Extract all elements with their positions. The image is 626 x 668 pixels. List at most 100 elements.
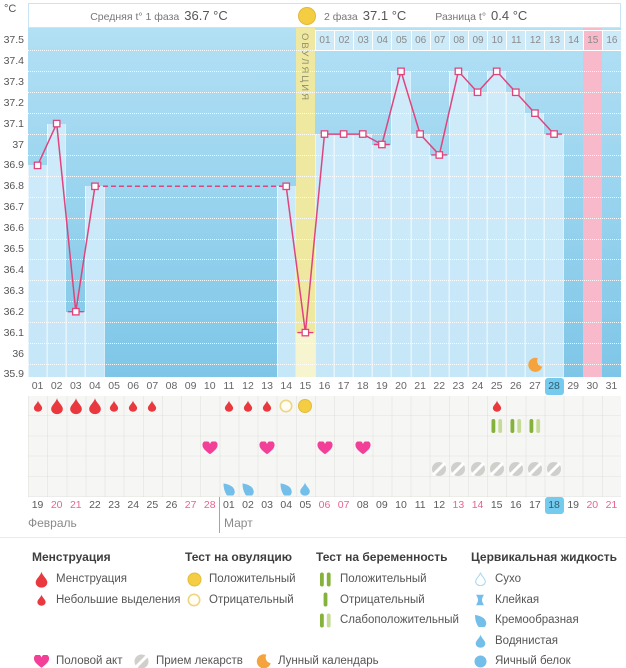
cycle-day-label[interactable]: 17 [337, 380, 350, 392]
cycle-day-label[interactable]: 26 [509, 380, 522, 392]
temperature-bar [391, 71, 411, 377]
cycle-day-label[interactable]: 25 [490, 380, 503, 392]
calendar-date[interactable]: 17 [529, 499, 541, 511]
legend-item: Слабоположительный [316, 612, 459, 628]
cycle-day-label[interactable]: 02 [50, 380, 63, 392]
y-axis-tick: 36.8 [3, 180, 24, 193]
cycle-day-label[interactable]: 07 [146, 380, 159, 392]
cycle-day-label[interactable]: 03 [69, 380, 82, 392]
cycle-day-label[interactable]: 23 [452, 380, 465, 392]
calendar-date[interactable]: 01 [223, 499, 235, 511]
cycle-day-label[interactable]: 11 [223, 380, 235, 392]
gridline [28, 343, 621, 345]
calendar-date[interactable]: 20 [586, 499, 599, 511]
bars-positive-icon [316, 572, 334, 587]
calendar-date[interactable]: 13 [452, 499, 465, 511]
legend-item-label: Слабоположительный [340, 614, 459, 626]
temperature-bar [334, 134, 354, 377]
calendar-date[interactable]: 27 [184, 499, 197, 511]
cycle-day-label[interactable]: 30 [586, 380, 599, 392]
legend-item-label: Отрицательный [209, 593, 294, 606]
cycle-day-label[interactable]: 15 [299, 380, 312, 392]
cycle-day-label[interactable]: 12 [242, 380, 254, 392]
difference-label: Разница t° [435, 11, 487, 23]
temperature-bar [429, 154, 449, 377]
calendar-date[interactable]: 09 [376, 499, 388, 511]
cycle-day-label[interactable]: 29 [567, 380, 580, 392]
calendar-date[interactable]: 24 [127, 499, 140, 511]
cervical-fluid-icon [241, 483, 254, 496]
data-point-marker [378, 140, 386, 149]
calendar-date[interactable]: 14 [471, 499, 484, 511]
calendar-date[interactable]: 26 [165, 499, 178, 511]
cycle-day-label[interactable]: 21 [414, 380, 426, 392]
calendar-date[interactable]: 11 [414, 499, 426, 511]
cycle-day-label[interactable]: 13 [261, 380, 273, 392]
calendar-date[interactable]: 25 [146, 499, 159, 511]
calendar-date-today[interactable]: 18 [544, 497, 564, 514]
gridline [28, 238, 621, 240]
calendar-date[interactable]: 23 [108, 499, 120, 511]
calendar-date[interactable]: 12 [433, 499, 446, 511]
calendar-date[interactable]: 03 [261, 499, 273, 511]
event-rows [28, 396, 621, 497]
legend-item: Менструация [32, 571, 127, 588]
temperature-bar [85, 186, 105, 377]
y-axis-tick: 37.3 [3, 75, 24, 88]
calendar-date[interactable]: 16 [509, 499, 522, 511]
y-axis-tick: 36.6 [3, 222, 24, 235]
ovulation-positive-icon [298, 6, 316, 25]
medication-icon [470, 461, 485, 477]
legend-item-label: Положительный [209, 573, 296, 585]
medication-icon [527, 461, 542, 477]
cycle-day-label[interactable]: 10 [203, 380, 216, 392]
calendar-date[interactable]: 05 [299, 499, 312, 511]
data-point-marker [339, 130, 348, 138]
cycle-day-label[interactable]: 16 [318, 380, 331, 392]
gridline [28, 154, 621, 156]
calendar-date[interactable]: 02 [242, 499, 254, 511]
month-divider [219, 497, 220, 533]
calendar-date[interactable]: 06 [318, 499, 331, 511]
drop-outline-icon [471, 572, 489, 586]
cycle-day-label[interactable]: 19 [376, 380, 388, 392]
y-axis-tick: 36.2 [3, 305, 24, 318]
calendar-date[interactable]: 20 [50, 499, 63, 511]
cycle-day-label[interactable]: 08 [165, 380, 178, 392]
y-axis-tick: 37.4 [3, 54, 24, 67]
calendar-date[interactable]: 10 [395, 499, 407, 511]
calendar-date[interactable]: 19 [31, 499, 44, 511]
data-point-marker [33, 161, 42, 170]
cycle-day-label[interactable]: 18 [356, 380, 369, 392]
legend-item: Отрицательный [185, 592, 294, 608]
legend-item-label: Клейкая [495, 593, 540, 606]
cycle-day-label[interactable]: 04 [89, 380, 101, 392]
cycle-day-label[interactable]: 14 [280, 380, 293, 392]
ovulation-column-label: ОВУЛЯЦИЯ [299, 33, 310, 102]
cycle-day-label[interactable]: 01 [31, 380, 44, 392]
calendar-date[interactable]: 07 [337, 499, 350, 511]
medication-icon [489, 461, 504, 477]
calendar-date[interactable]: 22 [89, 499, 101, 511]
calendar-date[interactable]: 15 [490, 499, 503, 511]
cycle-day-label[interactable]: 24 [471, 380, 484, 392]
cycle-day-axis: 01 02 03 04 05 06 07 08 09 10 11 12 13 14 15 16 17 18 19 20… [28, 378, 621, 396]
calendar-date[interactable]: 28 [203, 499, 216, 511]
cycle-day-label-today[interactable]: 28 [544, 378, 564, 395]
calendar-date[interactable]: 21 [69, 499, 82, 511]
chart-plot-area: ОВУЛЯЦИЯ 01 02 03 04 05 06 07 08 09 10 11 12 13 14 15 1… [28, 28, 621, 377]
calendar-date[interactable]: 08 [356, 499, 369, 511]
calendar-date[interactable]: 21 [605, 499, 618, 511]
cycle-day-label[interactable]: 27 [529, 380, 541, 392]
calendar-date[interactable]: 19 [567, 499, 580, 511]
data-point-marker [454, 67, 463, 76]
cycle-day-label[interactable]: 20 [395, 380, 407, 392]
cycle-day-label[interactable]: 09 [184, 380, 197, 392]
cycle-day-label[interactable]: 31 [605, 380, 618, 392]
cycle-day-label[interactable]: 22 [433, 380, 446, 392]
calendar-date[interactable]: 04 [280, 499, 293, 511]
cycle-day-label[interactable]: 06 [127, 380, 140, 392]
legend-item: Сухо [471, 571, 521, 587]
y-axis-unit: °C [4, 3, 17, 15]
cycle-day-label[interactable]: 05 [108, 380, 120, 392]
